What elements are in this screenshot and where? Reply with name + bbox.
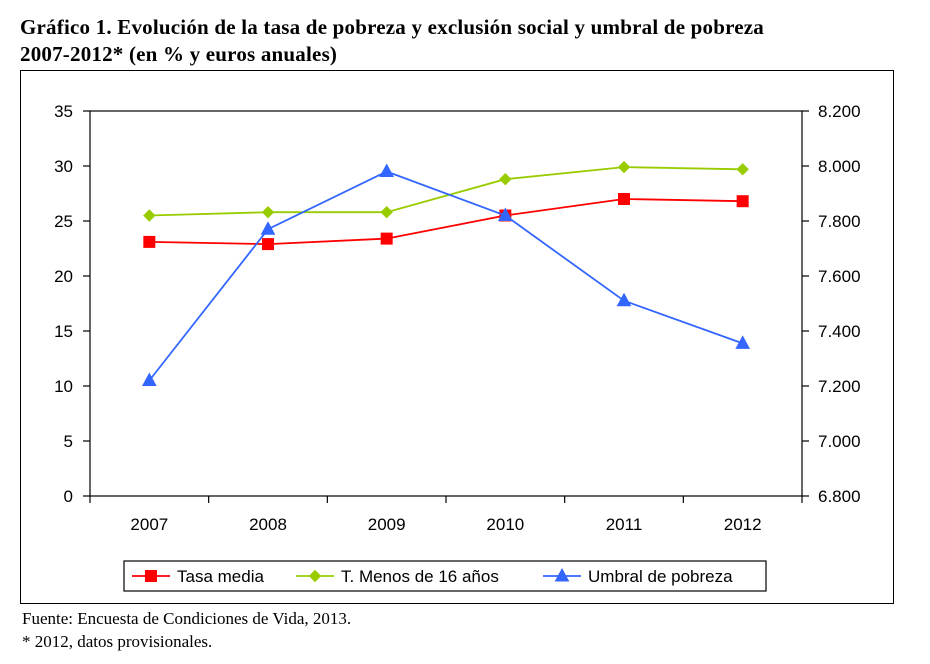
right-tick-label: 7.800 <box>818 212 861 231</box>
data-point <box>262 238 274 251</box>
legend-label: Tasa media <box>177 567 264 586</box>
right-tick-label: 8.200 <box>818 102 861 121</box>
data-point <box>143 209 156 222</box>
data-point <box>380 232 393 245</box>
right-tick-label: 8.000 <box>818 157 861 176</box>
chart-notes: Fuente: Encuesta de Condiciones de Vida,… <box>22 607 351 653</box>
right-tick-label: 6.800 <box>818 487 861 506</box>
data-point <box>499 172 512 186</box>
left-tick-label: 15 <box>54 322 73 341</box>
series-line <box>148 170 743 382</box>
data-point <box>379 163 395 177</box>
left-tick-label: 20 <box>54 267 73 286</box>
legend-item: Tasa media <box>132 567 264 586</box>
legend-item: Umbral de pobreza <box>543 567 733 586</box>
data-point <box>616 292 632 307</box>
right-tick-label: 7.600 <box>818 267 861 286</box>
x-tick-label: 2012 <box>724 515 762 534</box>
left-tick-label: 30 <box>54 157 73 176</box>
chart-title-line-2: 2007-2012* (en % y euros anuales) <box>20 42 338 66</box>
right-y-axis: 6.800 7.000 7.200 7.400 7.600 7.800 8.000 8.200 <box>802 102 861 506</box>
x-tick-label: 2008 <box>249 515 287 534</box>
left-tick-label: 5 <box>64 432 73 451</box>
data-point <box>141 372 157 386</box>
chart-title-line-1: Gráfico 1. Evolución de la tasa de pobre… <box>20 15 765 39</box>
x-axis: 2007 2008 2009 2010 2011 2012 <box>89 496 803 534</box>
source-note: Fuente: Encuesta de Condiciones de Vida,… <box>22 609 352 628</box>
series-tasa-media <box>143 193 749 251</box>
left-y-axis: 0 5 10 15 20 25 30 35 <box>54 102 90 506</box>
provisional-footnote: * 2012, datos provisionales. <box>22 632 213 651</box>
left-tick-label: 25 <box>54 212 73 231</box>
right-tick-label: 7.200 <box>818 377 861 396</box>
x-tick-label: 2009 <box>368 515 406 534</box>
legend-marker <box>145 570 157 582</box>
data-point <box>735 335 751 349</box>
data-point <box>143 235 156 248</box>
legend-label: Umbral de pobreza <box>588 567 733 586</box>
chart-title: Gráfico 1. Evolución de la tasa de pobre… <box>20 14 920 68</box>
data-point <box>736 163 749 176</box>
right-tick-label: 7.400 <box>818 322 861 341</box>
x-tick-label: 2011 <box>606 515 643 534</box>
left-tick-label: 10 <box>54 377 73 396</box>
right-tick-label: 7.000 <box>818 432 861 451</box>
chart-frame <box>20 70 894 604</box>
x-tick-label: 2007 <box>130 515 168 534</box>
data-point <box>736 195 749 208</box>
x-tick-label: 2010 <box>486 515 524 534</box>
series-line <box>149 198 743 246</box>
legend-marker <box>554 567 570 582</box>
legend-marker <box>308 569 322 583</box>
series-line <box>149 166 743 217</box>
data-point <box>497 207 513 221</box>
series-t-menos-de-16-a-os <box>143 160 749 222</box>
data-point <box>618 193 630 205</box>
legend-box <box>123 560 767 592</box>
data-point <box>260 221 276 235</box>
legend: Tasa media T. Menos de 16 años Umbral de p… <box>123 560 767 592</box>
series-umbral-de-pobreza <box>141 163 751 386</box>
data-point <box>261 205 275 219</box>
data-point <box>617 160 631 174</box>
left-tick-label: 0 <box>64 487 73 506</box>
series-layer <box>141 160 751 386</box>
data-point <box>380 205 393 219</box>
left-tick-label: 35 <box>54 102 73 121</box>
legend-item: T. Menos de 16 años <box>296 567 499 586</box>
legend-label: T. Menos de 16 años <box>341 567 499 586</box>
